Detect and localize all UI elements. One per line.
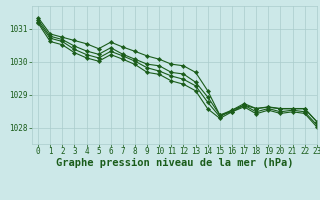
X-axis label: Graphe pression niveau de la mer (hPa): Graphe pression niveau de la mer (hPa) [56,158,293,168]
